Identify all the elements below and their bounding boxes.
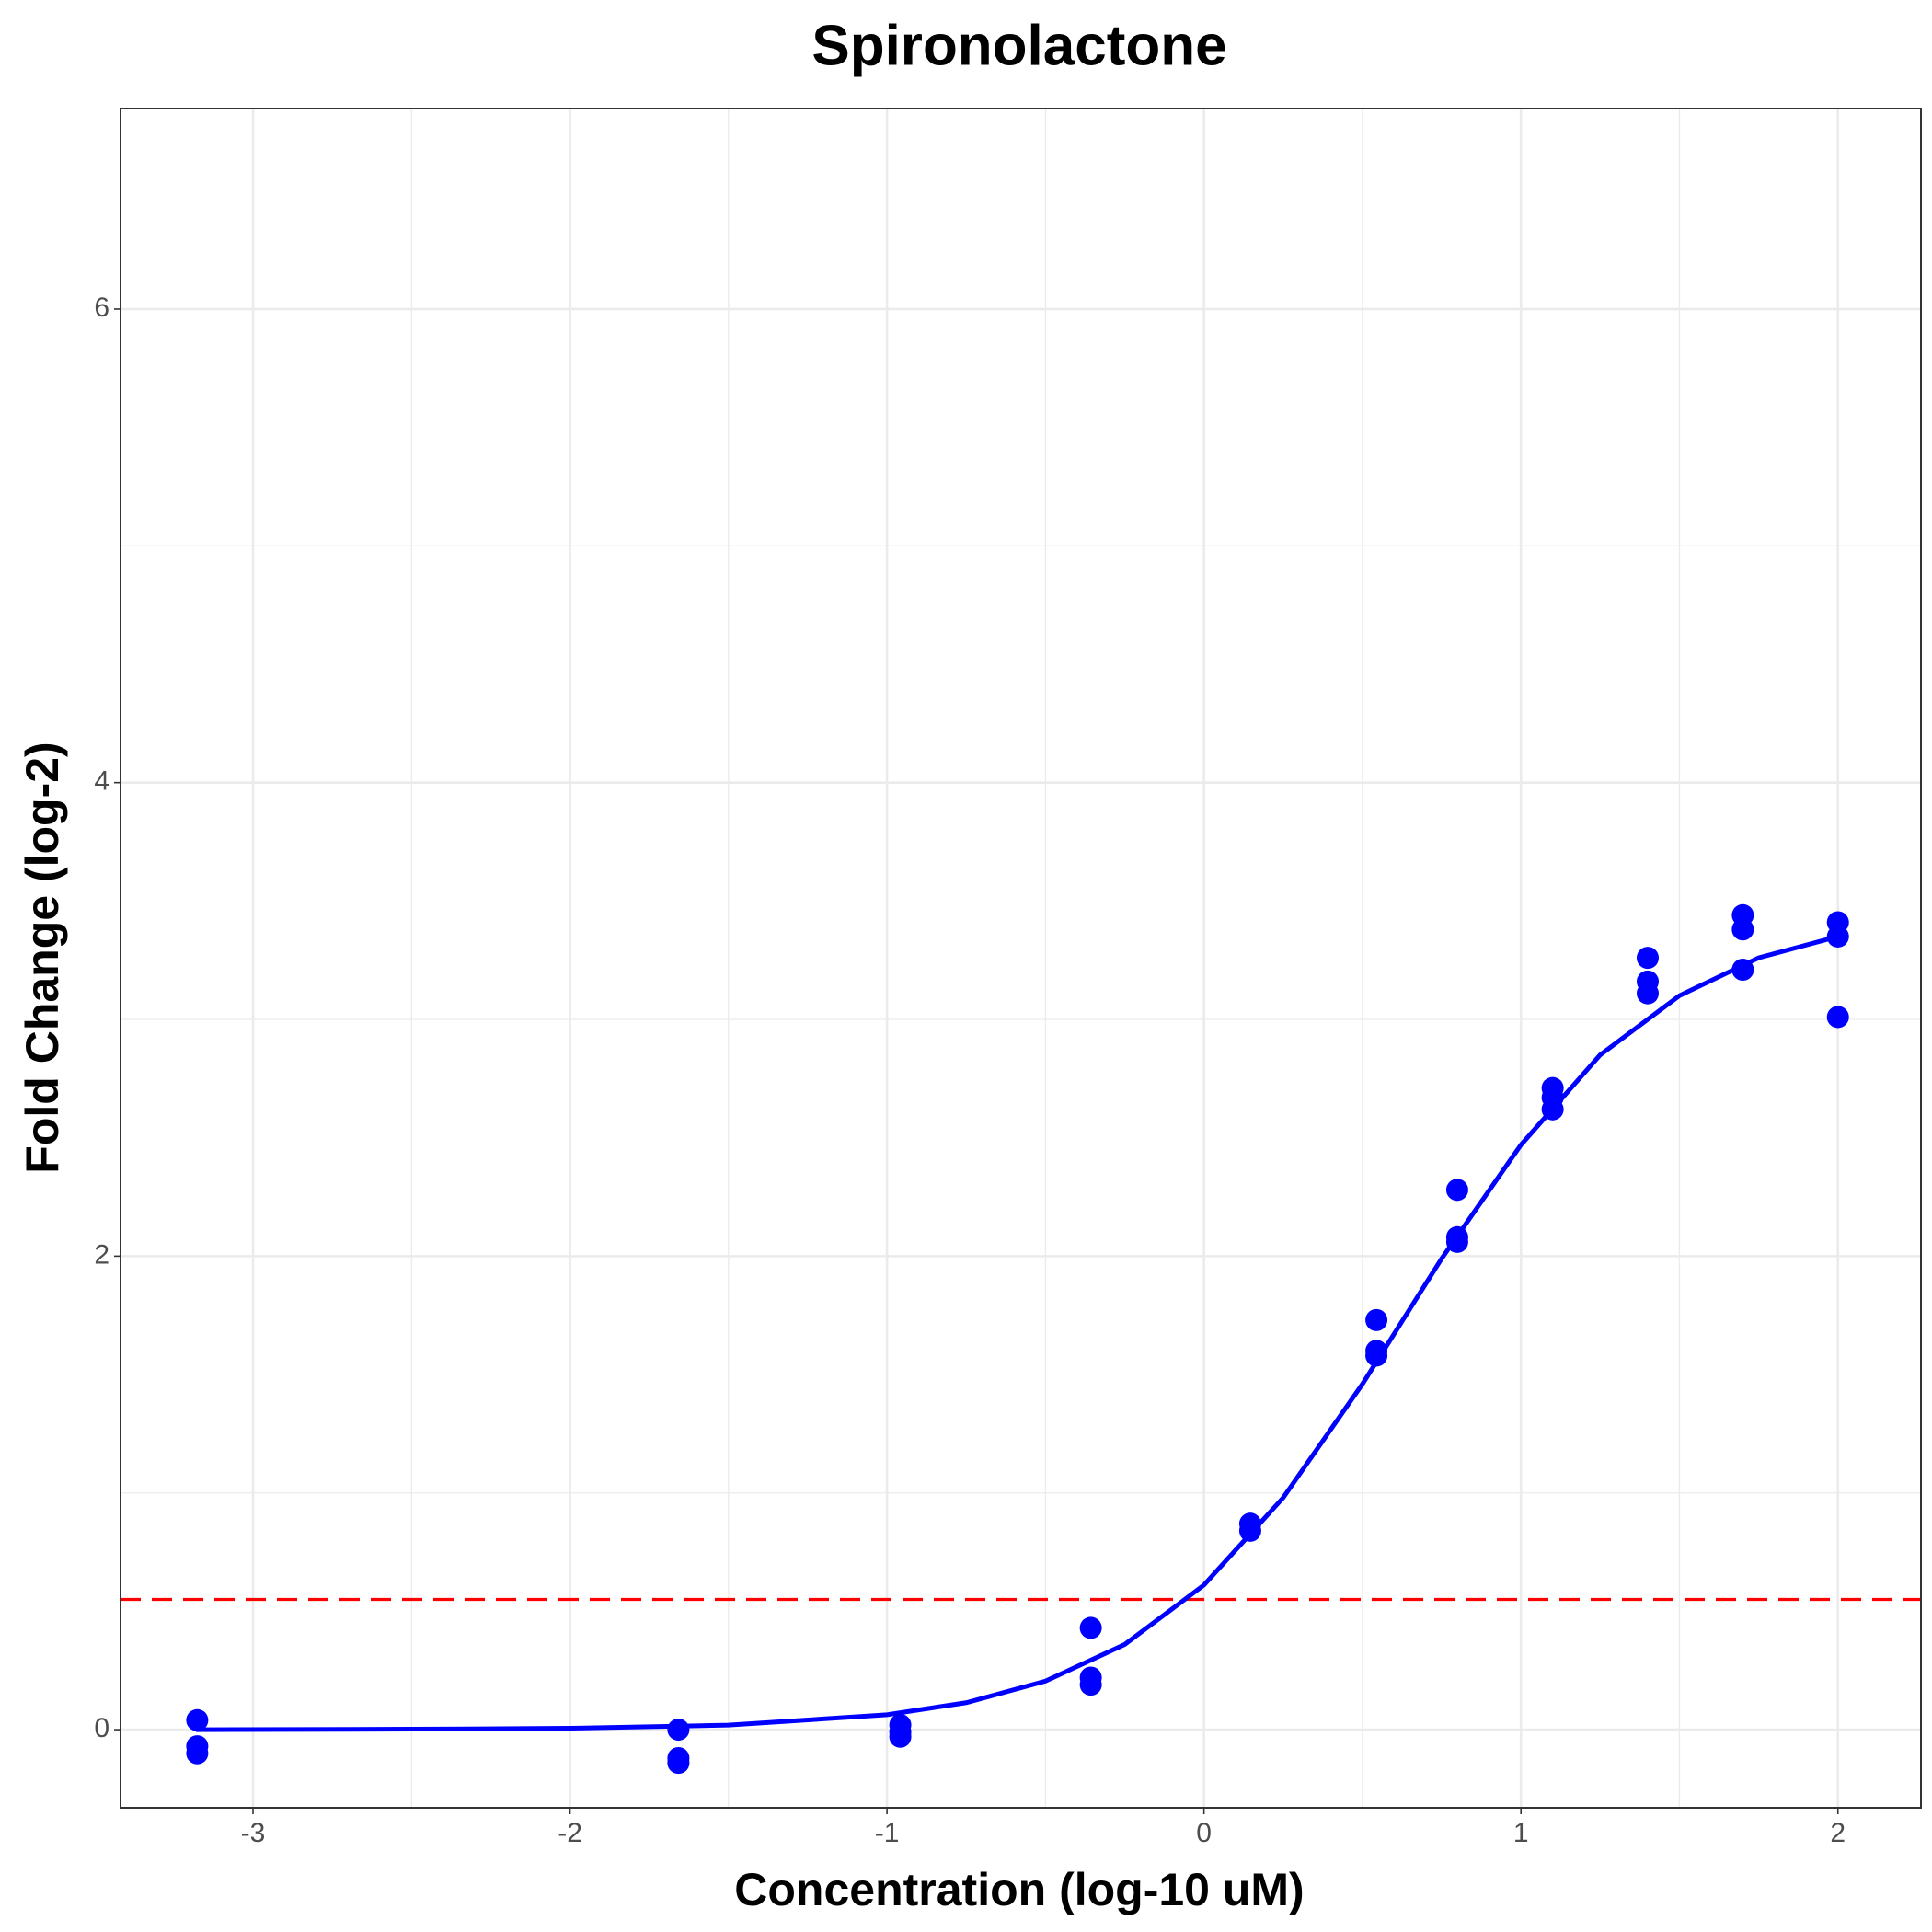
data-point bbox=[1445, 1179, 1468, 1202]
data-point bbox=[1445, 1230, 1468, 1253]
x-tick-label: -2 bbox=[558, 1818, 582, 1848]
data-point bbox=[186, 1708, 209, 1731]
x-tick-label: 1 bbox=[1513, 1818, 1529, 1848]
data-point bbox=[186, 1742, 209, 1765]
x-tick-label: 2 bbox=[1830, 1818, 1846, 1848]
data-point bbox=[1238, 1519, 1261, 1542]
data-point bbox=[1079, 1616, 1102, 1639]
data-point bbox=[1826, 1006, 1849, 1029]
data-point bbox=[1079, 1673, 1102, 1696]
data-point bbox=[1365, 1308, 1388, 1331]
data-point bbox=[1637, 982, 1660, 1005]
data-point bbox=[1637, 947, 1660, 970]
x-axis-label: Concentration (log-10 uM) bbox=[734, 1864, 1304, 1915]
data-point bbox=[1541, 1098, 1564, 1121]
chart-title: Spironolactone bbox=[811, 14, 1226, 77]
y-tick-label: 6 bbox=[94, 293, 109, 323]
x-tick-label: -3 bbox=[241, 1818, 266, 1848]
y-tick-label: 0 bbox=[94, 1713, 109, 1743]
data-point bbox=[1365, 1344, 1388, 1367]
x-tick-label: -1 bbox=[875, 1818, 900, 1848]
y-axis-label: Fold Change (log-2) bbox=[17, 742, 68, 1173]
plot-background bbox=[121, 109, 1921, 1808]
data-point bbox=[667, 1752, 690, 1775]
data-point bbox=[889, 1725, 912, 1748]
x-tick-label: 0 bbox=[1196, 1818, 1212, 1848]
plot-border bbox=[120, 108, 1922, 1809]
data-point bbox=[1731, 958, 1754, 981]
y-tick-label: 4 bbox=[94, 766, 109, 797]
data-point bbox=[1731, 918, 1754, 941]
data-point bbox=[1826, 925, 1849, 948]
y-tick-label: 2 bbox=[94, 1239, 109, 1270]
data-point bbox=[667, 1719, 690, 1742]
